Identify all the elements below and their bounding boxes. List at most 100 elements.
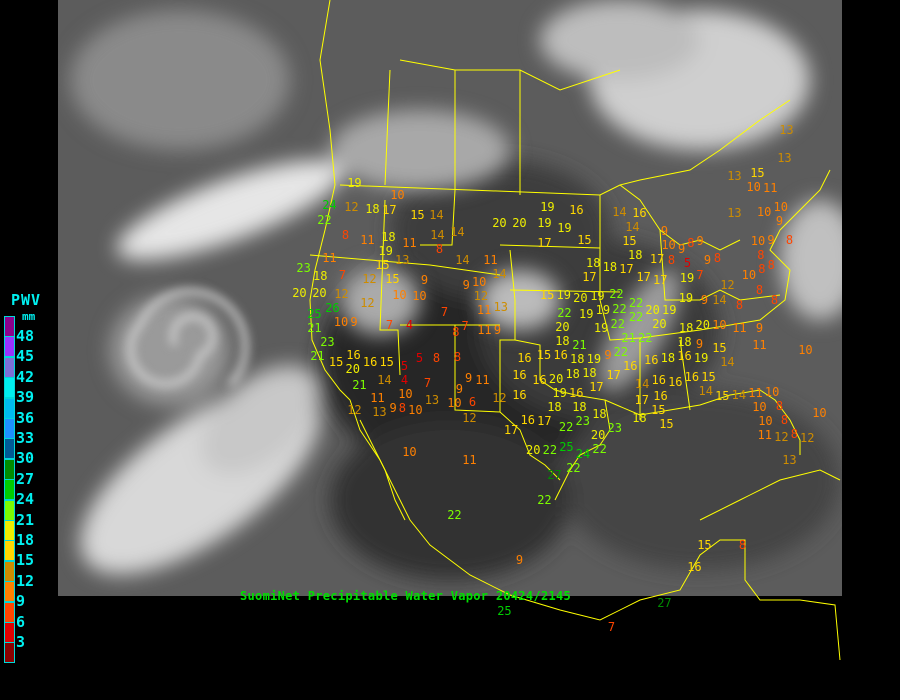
pwv-station-value: 17 (636, 269, 651, 284)
pwv-station-value: 9 (660, 224, 669, 239)
pwv-station-value: 10 (661, 238, 676, 253)
pwv-station-value: 22 (628, 310, 644, 325)
pwv-station-value: 8 (767, 257, 775, 272)
pwv-station-value: 9 (700, 292, 709, 307)
pwv-station-value: 7 (338, 267, 347, 282)
pwv-station-value: 20 (548, 371, 564, 386)
pwv-station-value: 8 (341, 227, 350, 242)
pwv-station-value: 8 (775, 399, 784, 414)
pwv-station-value: 18 (592, 407, 607, 421)
legend-color-swatch (4, 336, 15, 358)
pwv-station-value: 20 (573, 290, 588, 305)
pwv-station-value: 13 (424, 392, 440, 407)
pwv-station-value: 14 (450, 224, 465, 239)
pwv-station-value: 18 (660, 350, 676, 365)
pwv-station-value: 19 (540, 199, 555, 214)
pwv-station-value: 19 (557, 220, 572, 235)
pwv-station-value: 14 (455, 252, 470, 267)
pwv-station-value: 9 (755, 320, 764, 335)
pwv-station-value: 9 (604, 347, 612, 362)
pwv-station-value: 8 (757, 247, 765, 262)
legend-tick-label: 6 (16, 612, 26, 631)
pwv-station-value: 11 (763, 181, 778, 195)
pwv-station-value: 7 (461, 318, 469, 333)
pwv-station-value: 13 (782, 452, 797, 467)
pwv-station-value: 15 (659, 417, 674, 432)
legend-color-swatch (4, 316, 15, 337)
pwv-station-value: 18 (365, 201, 380, 216)
pwv-station-value: 17 (589, 379, 604, 394)
pwv-station-value: 21 (352, 377, 367, 392)
pwv-station-value: 22 (612, 302, 627, 316)
pwv-station-value: 9 (420, 272, 429, 287)
legend-tick-label: 21 (16, 510, 35, 529)
pwv-station-value: 8 (738, 537, 747, 552)
legend-tick-label: 27 (16, 469, 35, 488)
legend-color-swatch (4, 581, 15, 603)
pwv-station-value: 22 (609, 286, 624, 301)
pwv-station-value: 11 (322, 250, 337, 265)
pwv-station-value: 23 (607, 421, 622, 435)
pwv-station-value: 19 (556, 287, 571, 302)
pwv-station-value: 10 (798, 342, 813, 357)
pwv-station-value: 19 (537, 215, 552, 230)
pwv-station-value: 22 (613, 345, 629, 360)
pwv-station-value: 17 (634, 392, 649, 407)
pwv-station-value: 8 (452, 324, 460, 339)
pwv-station-value: 14 (720, 354, 735, 369)
pwv-station-value: 16 (512, 367, 527, 382)
pwv-station-value: 23 (575, 414, 590, 429)
pwv-station-value: 8 (770, 292, 779, 307)
pwv-station-value: 8 (435, 241, 444, 256)
pwv-station-value: 9 (462, 277, 470, 292)
pwv-station-value: 12 (344, 199, 359, 214)
pwv-station-value: 14 (731, 387, 747, 402)
pwv-station-value: 10 (746, 180, 761, 195)
legend-color-swatch (4, 479, 15, 501)
pwv-station-value: 9 (350, 314, 358, 329)
pwv-station-value: 27 (547, 467, 562, 482)
pwv-station-value: 10 (758, 413, 773, 428)
pwv-station-value: 7 (440, 304, 449, 319)
legend-color-swatch (4, 397, 15, 419)
pwv-station-value: 9 (775, 214, 784, 228)
pwv-station-value: 4 (405, 317, 414, 332)
legend-color-swatch (4, 438, 15, 460)
legend-color-swatch (4, 642, 15, 664)
pwv-station-value: 18 (677, 334, 692, 349)
pwv-station-value: 18 (602, 259, 618, 274)
pwv-station-value: 8 (780, 413, 789, 428)
pwv-station-value: 9 (493, 322, 502, 337)
pwv-station-value: 19 (586, 351, 602, 366)
pwv-station-value: 19 (679, 270, 695, 285)
legend-tick-label: 24 (16, 490, 35, 509)
pwv-station-value: 12 (473, 289, 489, 304)
pwv-station-value: 10 (812, 405, 827, 420)
legend-tick-label: 48 (16, 327, 35, 345)
pwv-station-value: 13 (727, 168, 742, 183)
pwv-station-value: 16 (644, 352, 659, 367)
satellite-imagery (58, 0, 842, 596)
pwv-station-value: 14 (712, 292, 727, 307)
pwv-station-value: 18 (555, 333, 570, 348)
pwv-station-value: 17 (582, 270, 597, 284)
pwv-station-value: 22 (542, 442, 558, 457)
pwv-station-value: 20 (526, 442, 541, 457)
legend-tick-label: 39 (16, 388, 35, 407)
pwv-station-value: 16 (532, 372, 547, 387)
pwv-station-value: 23 (320, 335, 335, 349)
pwv-station-value: 11 (402, 235, 417, 250)
pwv-station-value: 15 (385, 272, 400, 287)
legend-tick-label: 12 (16, 571, 35, 590)
pwv-station-value: 20 (345, 362, 360, 376)
pwv-station-value: 9 (465, 370, 473, 385)
pwv-station-value: 19 (590, 289, 605, 304)
pwv-station-value: 15 (539, 287, 555, 302)
legend-color-swatch (4, 418, 15, 439)
pwv-station-value: 10 (741, 267, 757, 282)
pwv-station-value: 9 (696, 233, 704, 248)
pwv-station-value: 16 (653, 389, 668, 404)
pwv-station-value: 10 (750, 233, 766, 248)
pwv-station-value: 18 (632, 410, 647, 425)
pwv-station-value: 14 (625, 220, 640, 235)
